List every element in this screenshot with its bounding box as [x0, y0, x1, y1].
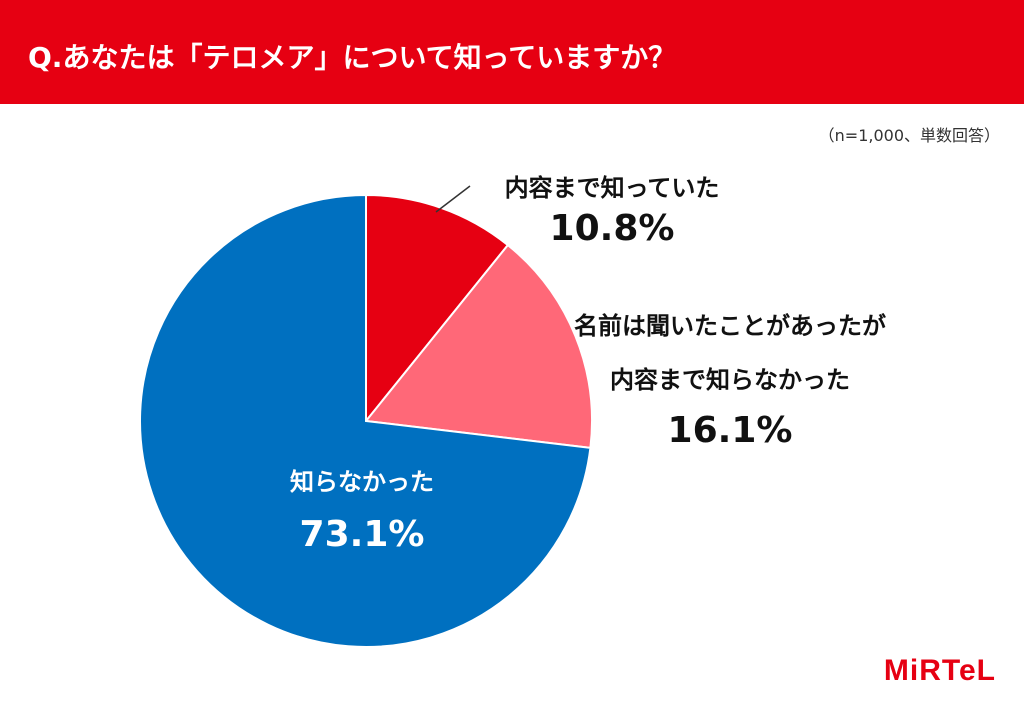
- slice-heard-name-only: [364, 243, 593, 450]
- slice-did-not-know: [139, 193, 592, 648]
- mirtel-logo: MiRTeL: [883, 654, 996, 687]
- leader-line: [435, 185, 471, 213]
- label-heard-name-only-line-2: 内容まで知らなかった: [610, 366, 850, 394]
- label-heard-name-only-line-1: 名前は聞いたことがあったが: [574, 312, 886, 340]
- label-knew-content-line-1: 内容まで知っていた: [505, 174, 720, 202]
- value-knew-content: 10.8%: [550, 208, 675, 249]
- value-heard-name-only: 16.1%: [668, 410, 793, 451]
- value-did-not-know: 73.1%: [300, 514, 425, 555]
- label-did-not-know-line-1: 知らなかった: [290, 468, 434, 496]
- header-bar: Q.あなたは「テロメア」について知っていますか？: [0, 0, 1024, 104]
- sample-note: （n=1,000、単数回答）: [818, 126, 1000, 145]
- page-title: Q.あなたは「テロメア」について知っていますか？: [28, 41, 677, 74]
